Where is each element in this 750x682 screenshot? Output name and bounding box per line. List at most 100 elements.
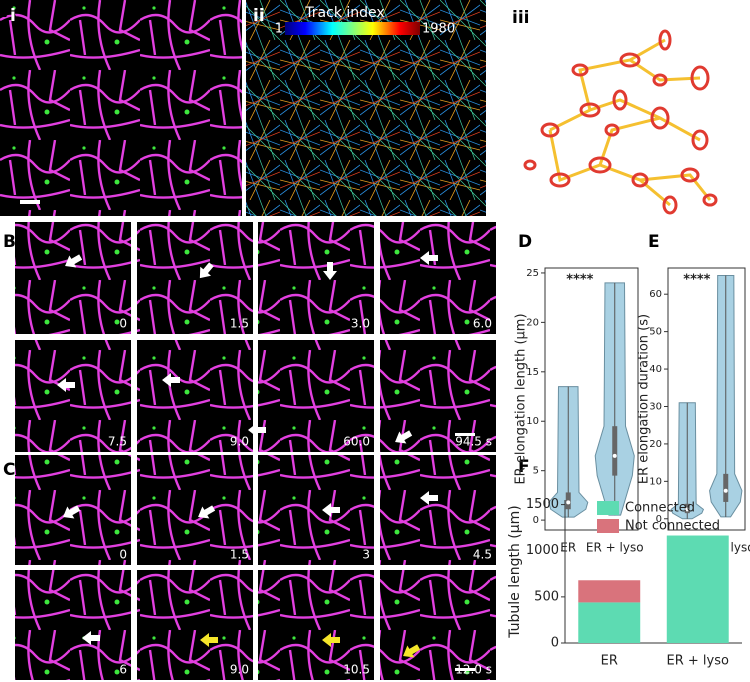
y-tick-label: 10 — [649, 476, 662, 487]
colorbar-label: Track index — [304, 5, 384, 21]
arrow — [199, 262, 214, 279]
micrograph-tile — [258, 570, 374, 680]
micrograph-tile — [137, 455, 253, 565]
time-label: 7.5 — [108, 435, 127, 449]
arrow — [322, 633, 340, 647]
arrow — [63, 505, 81, 519]
time-label: 1.5 — [230, 317, 249, 331]
time-label: 6.0 — [473, 317, 492, 331]
y-tick-label: 0 — [551, 636, 559, 651]
colorbar-max: 1980 — [422, 22, 455, 37]
micrograph-tile — [137, 340, 253, 452]
axes-frame — [544, 267, 639, 531]
y-tick-label: 500 — [534, 589, 559, 604]
micrograph — [0, 0, 242, 216]
scale-bar — [455, 668, 475, 671]
arrow — [162, 373, 180, 387]
median — [685, 507, 690, 512]
time-label: 4.5 — [473, 548, 492, 562]
arrow — [65, 254, 83, 268]
time-label: 9.0 — [230, 663, 249, 677]
time-label: 0 — [119, 548, 127, 562]
arrow — [420, 251, 438, 265]
micrograph-tile — [380, 570, 496, 680]
y-axis-label: ER elongation duration (s) — [637, 314, 652, 484]
panel-label: F — [518, 457, 530, 477]
y-tick-label: 50 — [649, 327, 662, 338]
panel-label: D — [518, 232, 532, 252]
panel-label: A — [3, 2, 17, 22]
bar-segment — [578, 602, 641, 643]
median — [612, 453, 617, 458]
panel-label: C — [3, 460, 15, 480]
y-tick-label: 20 — [649, 439, 662, 450]
bar-segment — [666, 535, 729, 643]
y-tick-label: 1000 — [526, 543, 559, 558]
subpanel-label: ii — [253, 6, 265, 26]
time-label: 60.0 — [343, 435, 370, 449]
y-axis-label: ER elongation length (µm) — [514, 313, 529, 484]
y-tick-label: 0 — [533, 515, 539, 526]
time-label: 0 — [119, 317, 127, 331]
subpanel-label: iii — [512, 8, 529, 28]
micrograph-tile — [15, 570, 131, 680]
time-label: 3.0 — [351, 317, 370, 331]
y-tick-label: 20 — [526, 317, 539, 328]
arrow — [198, 505, 216, 519]
arrow — [57, 378, 75, 392]
time-label: 1.5 — [230, 548, 249, 562]
box — [723, 473, 729, 502]
network-diagram — [523, 29, 718, 215]
scale-bar — [20, 200, 40, 204]
median — [723, 488, 728, 493]
annotation: **** — [683, 273, 710, 288]
micrograph-tile — [380, 222, 496, 334]
arrow — [395, 430, 413, 444]
legend-swatch — [597, 519, 619, 533]
micrograph-tile — [258, 222, 374, 334]
x-tick-label: ER — [560, 541, 576, 555]
arrow — [420, 491, 438, 505]
arrow — [248, 423, 266, 437]
y-tick-label: 10 — [526, 416, 539, 427]
micrograph-tile — [15, 340, 131, 452]
y-tick-label: 1500 — [526, 497, 559, 512]
y-tick-label: 0 — [656, 514, 662, 525]
y-tick-label: 5 — [533, 466, 539, 477]
y-tick-label: 15 — [526, 367, 539, 378]
arrow — [403, 644, 421, 658]
arrow — [200, 633, 218, 647]
arrow — [82, 631, 100, 645]
legend-label: Connected — [625, 501, 695, 516]
micrograph-tile — [258, 340, 374, 452]
arrow — [323, 262, 337, 280]
arrow — [322, 503, 340, 517]
micrograph-tile — [258, 455, 374, 565]
colorbar-min: 1 — [275, 22, 283, 37]
y-tick-label: 30 — [649, 401, 662, 412]
annotation: **** — [566, 273, 593, 288]
axes-frame — [667, 267, 746, 531]
x-tick-label: ER + lyso — [667, 654, 729, 669]
micrograph-tile — [15, 222, 131, 334]
panel-label: B — [3, 232, 16, 252]
x-tick-label: ER + lyso — [586, 541, 644, 555]
panel-label: E — [648, 232, 660, 252]
track-map — [246, 0, 486, 216]
colorbar — [285, 22, 420, 35]
micrograph-tile — [137, 222, 253, 334]
time-label: 9.0 — [230, 435, 249, 449]
time-label: 10.5 — [343, 663, 370, 677]
legend-swatch — [597, 501, 619, 515]
median — [566, 500, 571, 505]
y-axis-label: Tubule length (µm) — [507, 505, 523, 639]
box — [612, 426, 618, 476]
time-label: 94.5 s — [455, 435, 492, 449]
scale-bar — [455, 433, 475, 436]
micrograph-tile — [380, 455, 496, 565]
micrograph-tile — [137, 570, 253, 680]
time-label: 3 — [362, 548, 370, 562]
y-tick-label: 40 — [649, 364, 662, 375]
y-tick-label: 60 — [649, 289, 662, 300]
